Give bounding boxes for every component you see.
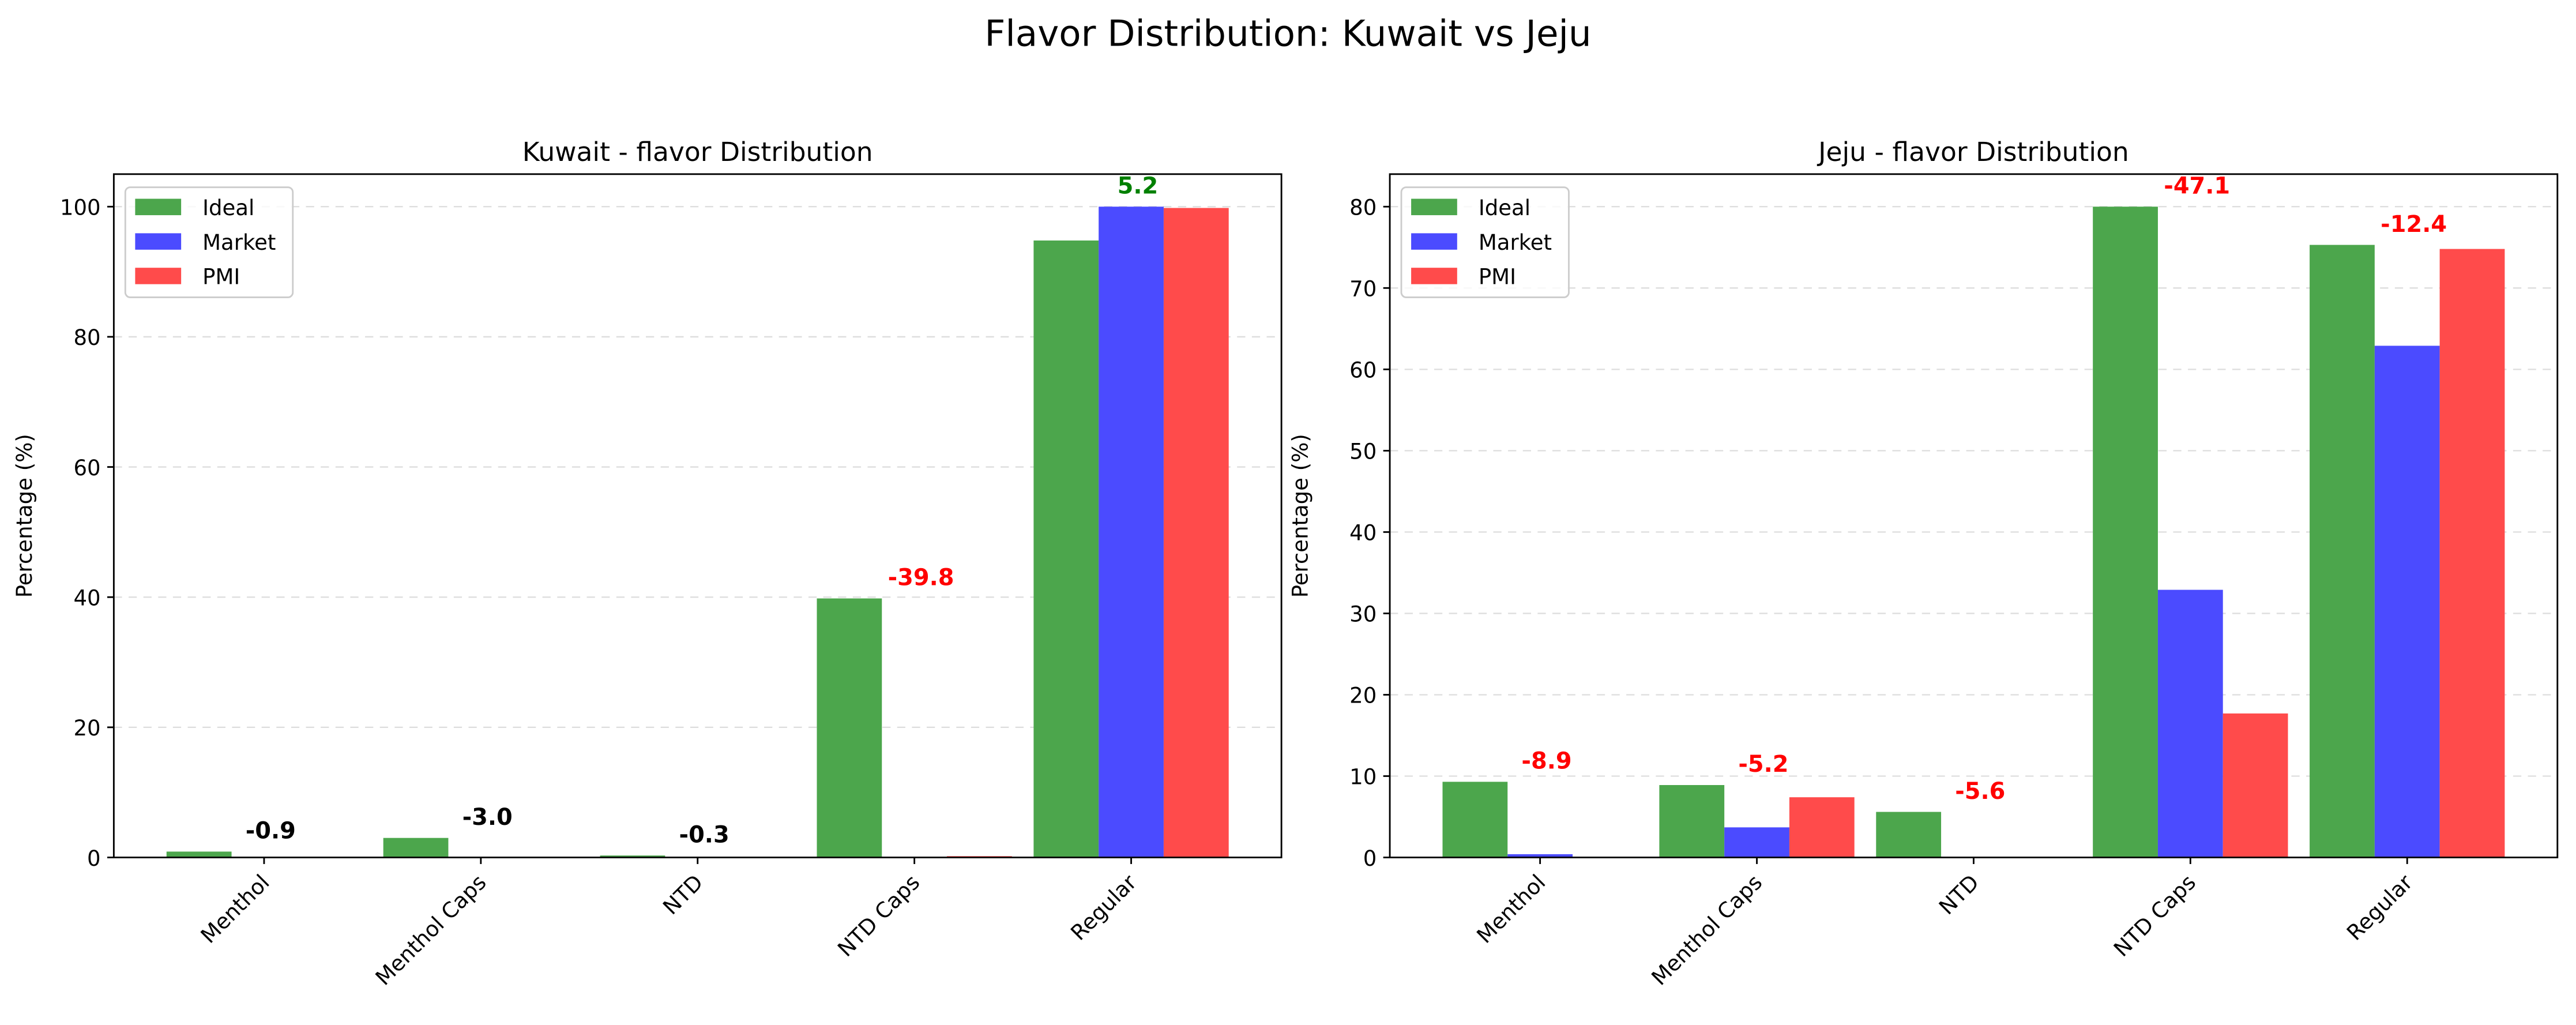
- bar: [1507, 854, 1573, 858]
- gap-label: -8.9: [1521, 748, 1571, 775]
- bar: [1876, 812, 1942, 858]
- y-tick-label: 10: [1349, 765, 1377, 790]
- y-tick-label: 20: [73, 716, 100, 741]
- bar: [2310, 245, 2375, 858]
- bar: [2222, 713, 2288, 858]
- gap-label: -12.4: [2381, 211, 2447, 238]
- legend-swatch: [1411, 198, 1457, 216]
- legend-label: PMI: [1479, 265, 1516, 290]
- bar: [600, 855, 665, 858]
- legend-swatch: [135, 198, 182, 216]
- legend-swatch: [1411, 268, 1457, 284]
- gap-label: -5.2: [1738, 751, 1788, 778]
- legend-swatch: [135, 268, 182, 284]
- bar: [1659, 785, 1725, 858]
- y-tick-label: 80: [73, 325, 100, 350]
- bar: [2374, 346, 2440, 858]
- legend-label: PMI: [202, 265, 240, 290]
- figure-title: Flavor Distribution: Kuwait vs Jeju: [984, 13, 1591, 55]
- y-tick-label: 60: [73, 456, 100, 480]
- y-axis-label: Percentage (%): [12, 434, 37, 598]
- y-tick-label: 100: [60, 196, 101, 220]
- gap-label: -0.3: [679, 821, 729, 848]
- subplot-title: Kuwait - flavor Distribution: [522, 137, 873, 167]
- legend-label: Market: [202, 230, 276, 255]
- y-tick-label: 50: [1349, 440, 1377, 464]
- bar: [817, 598, 882, 858]
- gap-label: 5.2: [1118, 172, 1159, 199]
- y-tick-label: 80: [1349, 196, 1377, 220]
- bar: [2439, 249, 2505, 858]
- bar: [1789, 797, 1855, 858]
- y-tick-label: 20: [1349, 684, 1377, 708]
- gap-label: -0.9: [246, 818, 296, 844]
- bar: [1724, 827, 1789, 858]
- bar: [1033, 240, 1099, 858]
- axes-frame: [112, 173, 1283, 858]
- bar: [1163, 208, 1229, 858]
- y-tick-label: 0: [87, 846, 101, 871]
- legend-label: Market: [1479, 230, 1552, 255]
- legend-swatch: [1411, 233, 1457, 250]
- y-tick-label: 0: [1363, 846, 1377, 871]
- gap-label: -47.1: [2164, 172, 2230, 199]
- bar: [1099, 206, 1164, 858]
- y-tick-label: 40: [1349, 521, 1377, 546]
- axes-frame: [1389, 173, 2559, 858]
- y-tick-label: 70: [1349, 277, 1377, 302]
- legend-label: Ideal: [1479, 196, 1530, 220]
- bar: [166, 851, 232, 858]
- gap-label: -39.8: [888, 565, 954, 591]
- subplot-title: Jeju - flavor Distribution: [1817, 137, 2129, 167]
- y-tick-label: 30: [1349, 602, 1377, 627]
- y-tick-label: 40: [73, 585, 100, 610]
- y-axis-label: Percentage (%): [1288, 434, 1313, 598]
- bar: [1442, 782, 1508, 858]
- bar: [2157, 590, 2223, 858]
- bar: [383, 838, 449, 858]
- bar: [2093, 206, 2158, 858]
- gap-label: -3.0: [462, 804, 513, 831]
- gap-label: -5.6: [1955, 778, 2005, 805]
- y-tick-label: 60: [1349, 358, 1377, 383]
- legend-label: Ideal: [202, 196, 254, 220]
- legend-swatch: [135, 233, 182, 250]
